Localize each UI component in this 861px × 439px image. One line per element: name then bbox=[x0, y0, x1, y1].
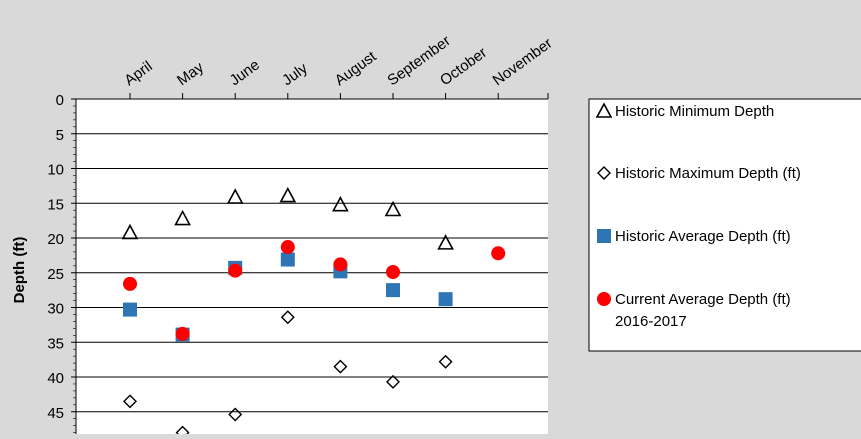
x-tick-label: August bbox=[332, 48, 380, 90]
legend: Historic Minimum Depth Historic Maximum D… bbox=[588, 98, 861, 352]
data-point bbox=[386, 265, 400, 280]
y-tick-label: 45 bbox=[47, 405, 64, 422]
data-marks bbox=[121, 186, 506, 439]
data-point bbox=[174, 209, 191, 226]
legend-box bbox=[588, 98, 861, 352]
y-tick-label: 5 bbox=[56, 127, 64, 144]
data-point bbox=[386, 283, 400, 298]
plot-area bbox=[76, 99, 548, 439]
data-point bbox=[123, 302, 137, 317]
data-point bbox=[384, 200, 402, 217]
legend-label: Historic Minimum Depth bbox=[615, 103, 774, 120]
data-point bbox=[279, 186, 297, 203]
data-point bbox=[333, 257, 348, 272]
data-point bbox=[228, 263, 243, 278]
data-point bbox=[175, 326, 190, 341]
y-tick-label: 30 bbox=[47, 301, 64, 318]
data-point bbox=[438, 292, 453, 307]
x-tick-label: November bbox=[490, 35, 556, 89]
data-point bbox=[280, 252, 295, 267]
data-point bbox=[228, 407, 243, 422]
data-point bbox=[332, 195, 349, 212]
data-point bbox=[333, 359, 348, 374]
data-point bbox=[491, 246, 506, 261]
legend-marker bbox=[597, 166, 611, 180]
data-point bbox=[226, 188, 244, 204]
legend-label: Current Average Depth (ft) 2016-2017 bbox=[615, 291, 791, 330]
legend-label: Historic Average Depth (ft) bbox=[615, 228, 791, 245]
x-tick-label: May bbox=[174, 59, 207, 90]
y-tick-label: 40 bbox=[47, 370, 64, 387]
y-tick-label: 15 bbox=[47, 196, 64, 213]
data-point bbox=[280, 310, 295, 325]
data-point bbox=[438, 354, 453, 369]
data-point bbox=[280, 240, 295, 255]
data-point bbox=[121, 223, 139, 240]
data-point bbox=[123, 394, 137, 409]
legend-label: Historic Maximum Depth (ft) bbox=[615, 165, 801, 182]
x-tick-label: July bbox=[279, 60, 311, 90]
data-point bbox=[123, 276, 137, 291]
data-point bbox=[437, 234, 454, 250]
y-axis-label: Depth (ft) bbox=[11, 237, 28, 304]
data-point bbox=[386, 374, 400, 389]
y-tick-label: 10 bbox=[47, 162, 64, 179]
y-tick-label: 25 bbox=[47, 266, 64, 283]
legend-marker bbox=[597, 292, 611, 306]
y-tick-label: 20 bbox=[47, 231, 64, 248]
x-tick-label: April bbox=[121, 58, 155, 89]
legend-marker bbox=[597, 229, 611, 243]
grid-lines bbox=[76, 133, 548, 413]
y-tick-label: 0 bbox=[56, 92, 64, 109]
y-tick-label: 35 bbox=[47, 335, 64, 352]
x-tick-label: June bbox=[227, 56, 263, 89]
legend-marker bbox=[595, 102, 613, 118]
